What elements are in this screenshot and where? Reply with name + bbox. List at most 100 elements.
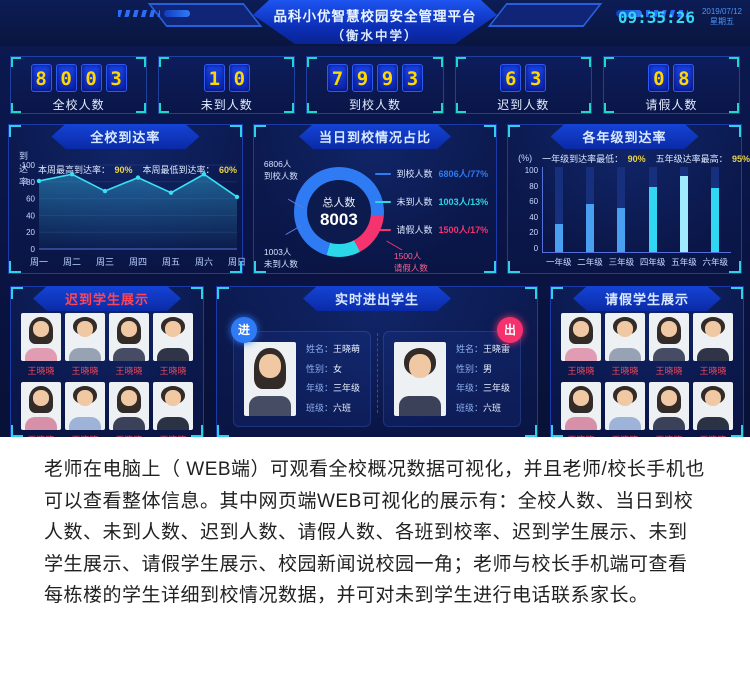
counter-label: 请假人数 bbox=[645, 98, 698, 112]
counter-label: 迟到人数 bbox=[497, 98, 550, 112]
avatar-shirt bbox=[25, 417, 57, 430]
chart-school-arrival-rate: 全校到达率 到达率 本周最高到达率： 90% 本周最低到达率： 60% 0 20 4… bbox=[8, 124, 245, 274]
student-card[interactable]: 王晓晓 bbox=[65, 382, 105, 437]
realtime-inout-panel: 实时进出学生 进 出 姓名：王晓萌 性别：女 年级：三年级 班级：六班 bbox=[216, 286, 539, 437]
student-photo bbox=[605, 382, 646, 430]
panel-title: 各年级到达率 bbox=[551, 124, 699, 149]
bar: 一年级 bbox=[546, 167, 572, 267]
avatar-face bbox=[76, 389, 94, 406]
bar-track bbox=[586, 167, 595, 252]
student-card[interactable]: 王晓晓 bbox=[693, 313, 734, 377]
exiting-student-card[interactable]: 姓名：王晓雷 性别：男 年级：三年级 班级：六班 bbox=[383, 331, 522, 427]
counter-digit: 9 bbox=[352, 64, 373, 92]
avatar-shirt bbox=[609, 348, 642, 361]
legend-item-arrived[interactable]: 到校人数 6806人/77% bbox=[374, 167, 488, 180]
student-card[interactable]: 王晓晓 bbox=[561, 313, 602, 377]
student-card[interactable]: 王晓晓 bbox=[605, 313, 646, 377]
legend-dash bbox=[374, 172, 391, 175]
bar: 二年级 bbox=[577, 167, 603, 267]
avatar-shirt bbox=[653, 348, 686, 361]
donut-legend: 到校人数 6806人/77% 未到人数 1003人/13% 请假人数 1500人… bbox=[374, 167, 488, 236]
avatar-shirt bbox=[113, 348, 145, 361]
student-name: 王晓晓 bbox=[71, 366, 99, 376]
student-card[interactable]: 王晓晓 bbox=[153, 382, 193, 437]
counter-label: 全校人数 bbox=[52, 98, 105, 112]
legend-item-absent[interactable]: 未到人数 1003人/13% bbox=[374, 195, 488, 208]
y-axis-label: (%) bbox=[518, 153, 533, 163]
student-photo bbox=[394, 342, 447, 416]
avatar-shirt bbox=[157, 348, 189, 361]
enter-badge: 进 bbox=[231, 317, 257, 343]
counter-digit: 3 bbox=[402, 64, 423, 92]
weekly-high-stat: 本周最高到达率： 90% bbox=[38, 164, 133, 175]
student-card[interactable]: 王晓晓 bbox=[65, 313, 105, 377]
student-card[interactable]: 王晓晓 bbox=[649, 382, 690, 437]
avatar-shirt bbox=[69, 417, 101, 430]
student-card[interactable]: 王晓晓 bbox=[109, 313, 149, 377]
avatar-face bbox=[704, 389, 722, 406]
bar-chart: 100 80 60 40 20 0 一年级 二年级 三年级 四年级 五年级 六年级 bbox=[520, 167, 731, 267]
student-photo bbox=[153, 313, 193, 361]
legend-item-leave[interactable]: 请假人数 1500人/17% bbox=[374, 223, 488, 236]
bar-columns: 一年级 二年级 三年级 四年级 五年级 六年级 bbox=[542, 167, 731, 267]
student-card[interactable]: 王晓晓 bbox=[693, 382, 734, 437]
x-tick-label: 三年级 bbox=[608, 257, 635, 267]
svg-text:周三: 周三 bbox=[96, 257, 114, 267]
avatar-face bbox=[32, 320, 50, 337]
bar-fill bbox=[554, 223, 563, 252]
bar-fill bbox=[617, 207, 626, 252]
divider bbox=[377, 333, 379, 413]
counter-digit: 3 bbox=[105, 64, 127, 92]
student-card[interactable]: 王晓晓 bbox=[109, 382, 149, 437]
header-bar-right bbox=[616, 10, 642, 17]
leave-students-grid: 王晓晓王晓晓王晓晓王晓晓王晓晓王晓晓王晓晓王晓晓 bbox=[551, 287, 743, 437]
counter-digit: 0 bbox=[228, 64, 250, 92]
grade-low-stat: 一年级到达率最低： 90% bbox=[542, 154, 646, 164]
student-card[interactable]: 王晓晓 bbox=[153, 313, 193, 377]
counter-digit: 7 bbox=[327, 64, 348, 92]
panel-title: 迟到学生展示 bbox=[33, 286, 181, 311]
bar-track bbox=[648, 167, 657, 252]
clock: 09:35:26 2019/07/12 星期五 bbox=[618, 7, 742, 27]
avatar-face bbox=[704, 320, 722, 337]
student-card[interactable]: 王晓晓 bbox=[561, 382, 602, 437]
y-tick-label: 0 bbox=[533, 243, 539, 253]
student-card[interactable]: 王晓晓 bbox=[649, 313, 690, 377]
callout-arrived: 6806人 到校人数 bbox=[264, 159, 304, 209]
svg-text:100: 100 bbox=[22, 161, 36, 170]
student-name: 王晓晓 bbox=[611, 366, 639, 376]
counter-label: 未到人数 bbox=[200, 98, 253, 112]
student-photo bbox=[693, 313, 734, 361]
student-name: 王晓晓 bbox=[605, 433, 645, 437]
entering-student-card[interactable]: 姓名：王晓萌 性别：女 年级：三年级 班级：六班 bbox=[233, 331, 372, 427]
svg-text:周二: 周二 bbox=[63, 257, 81, 267]
y-tick-label: 80 bbox=[529, 181, 539, 191]
avatar-face bbox=[120, 320, 138, 337]
student-card[interactable]: 王晓晓 bbox=[21, 382, 61, 437]
avatar-shirt bbox=[609, 417, 642, 430]
counter-digit: 0 bbox=[648, 64, 670, 92]
student-photo bbox=[561, 382, 602, 430]
bottom-row: 迟到学生展示 王晓晓王晓晓王晓晓王晓晓王晓晓王晓晓王晓晓王晓晓 实时进出学生 进… bbox=[0, 274, 750, 437]
counter-label: 到校人数 bbox=[349, 98, 402, 112]
school-name: （衡水中学） bbox=[331, 29, 419, 43]
svg-text:20: 20 bbox=[26, 228, 35, 237]
avatar-shirt bbox=[565, 348, 598, 361]
counter-digit: 9 bbox=[377, 64, 398, 92]
student-card[interactable]: 王晓晓 bbox=[21, 313, 61, 377]
y-tick-label: 100 bbox=[524, 166, 539, 175]
svg-text:周六: 周六 bbox=[195, 256, 213, 267]
student-name: 王晓晓 bbox=[109, 433, 149, 437]
student-card[interactable]: 王晓晓 bbox=[605, 382, 646, 437]
late-students-panel: 迟到学生展示 王晓晓王晓晓王晓晓王晓晓王晓晓王晓晓王晓晓王晓晓 bbox=[10, 286, 204, 437]
bar-fill bbox=[648, 186, 657, 252]
y-tick-label: 60 bbox=[529, 197, 539, 207]
student-name: 王晓晓 bbox=[115, 366, 143, 376]
student-name: 王晓晓 bbox=[655, 366, 683, 376]
